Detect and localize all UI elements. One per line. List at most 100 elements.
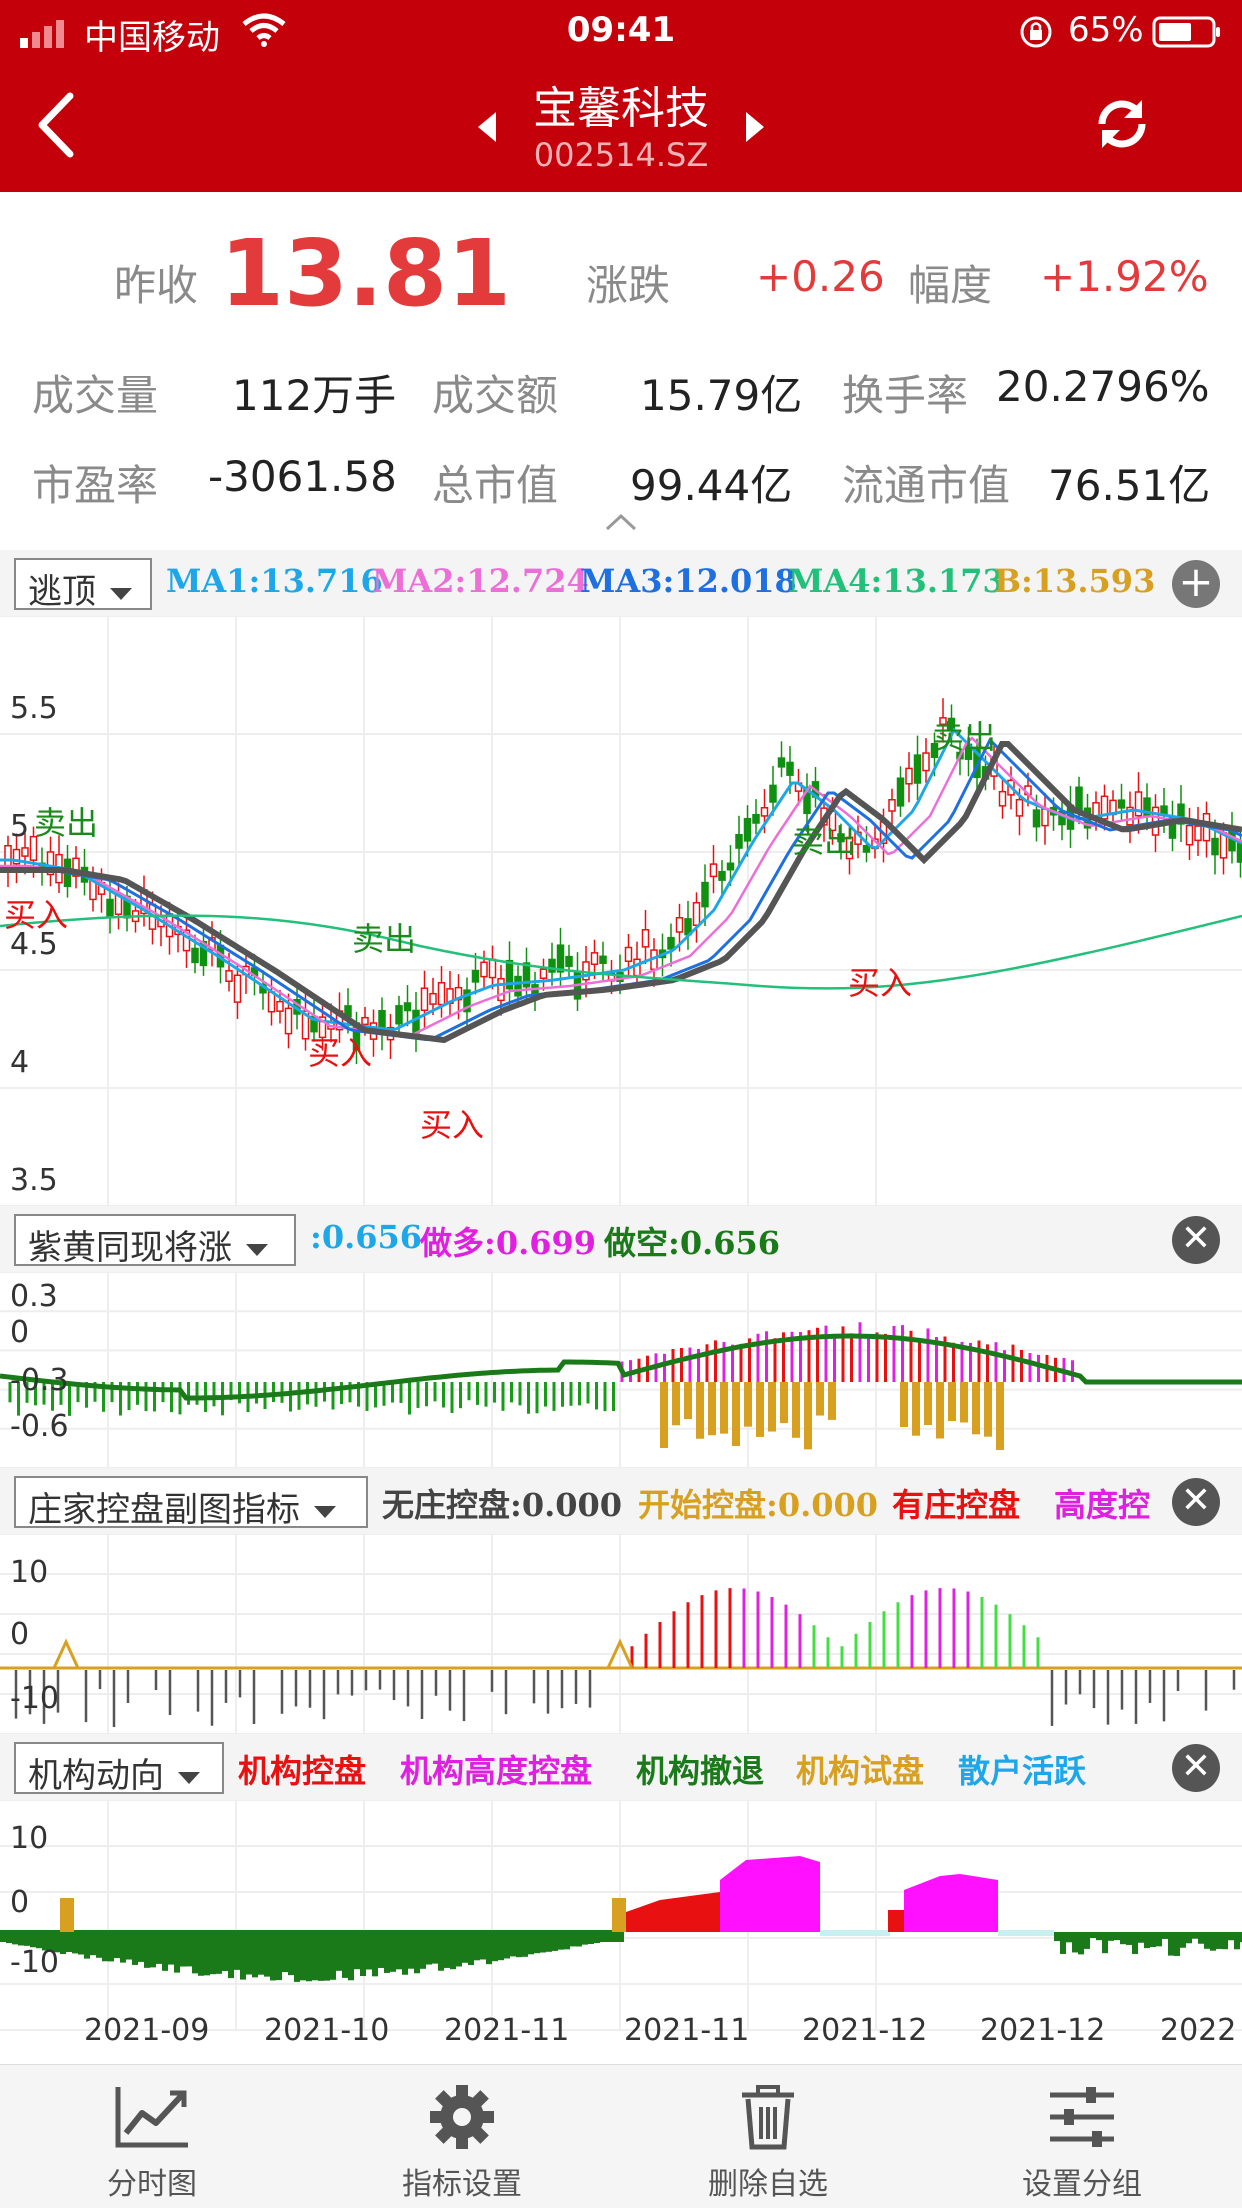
stock-code: 002514.SZ: [533, 136, 709, 174]
panel3-indicator-select[interactable]: 庄家控盘副图指标: [14, 1476, 368, 1530]
panel3-chart: 10 0 -10: [0, 1534, 1242, 1734]
chevron-down-icon: [314, 1505, 336, 1518]
p4-magenta-area: [720, 1856, 820, 1932]
candle-body: [225, 970, 233, 982]
p4-green-bar: [474, 1932, 480, 1961]
nav-timeshare[interactable]: 分时图: [52, 2065, 252, 2208]
p4-green-bar: [420, 1932, 426, 1969]
panel4-indicator-bar: 机构动向 机构控盘 机构高度控盘 机构撤退 机构试盘 散户活跃 ✕: [0, 1734, 1242, 1800]
p4-green-bar: [594, 1932, 600, 1944]
candle-body: [769, 784, 777, 803]
p2-gold-bar: [804, 1382, 812, 1450]
p4-green-bar: [150, 1932, 156, 1968]
panel4-legend-2: 机构撤退: [636, 1752, 765, 1790]
close-panel4-button[interactable]: ✕: [1172, 1744, 1220, 1792]
p4-green-bar: [1102, 1932, 1108, 1954]
candle-body: [888, 799, 896, 812]
candle-body: [182, 929, 191, 952]
collapse-caret-icon[interactable]: [604, 512, 638, 532]
panel4-indicator-select[interactable]: 机构动向: [14, 1742, 224, 1796]
candle-body: [1100, 795, 1109, 820]
p4-green-bar: [354, 1932, 360, 1970]
candle-body: [709, 863, 718, 878]
candle-body: [786, 761, 794, 776]
candle-body: [199, 940, 208, 967]
p2-gold-bar: [960, 1382, 968, 1423]
p4-green-bar: [612, 1932, 618, 1942]
clock: 09:41: [566, 10, 676, 50]
p4-green-bar: [558, 1932, 564, 1950]
candle-body: [633, 958, 641, 977]
main-indicator-select[interactable]: 逃顶: [14, 558, 152, 612]
y-tick: 5: [10, 809, 29, 844]
p4-red-area: [888, 1910, 904, 1932]
nav-group-settings[interactable]: 设置分组: [982, 2065, 1182, 2208]
candle-body: [1211, 837, 1219, 856]
candle-body: [726, 862, 735, 871]
p4-green-bar: [390, 1932, 396, 1972]
candle-body: [624, 946, 633, 962]
p4-green-bar: [1198, 1932, 1204, 1944]
p4-green-bar: [1138, 1932, 1144, 1943]
candle-body: [12, 848, 21, 865]
candle-body: [718, 870, 726, 881]
ma1-line: [0, 727, 1242, 1032]
candle-body: [21, 847, 29, 857]
p4-green-bar: [1120, 1932, 1126, 1945]
nav-timeshare-label: 分时图: [107, 2167, 197, 2202]
candle-body: [480, 961, 488, 978]
p2-gold-bar: [780, 1382, 788, 1424]
p4-green-bar: [456, 1932, 462, 1967]
p4-green-bar: [36, 1932, 42, 1949]
candle-body: [922, 752, 930, 772]
p4-green-bar: [480, 1932, 486, 1960]
p2-gold-bar: [912, 1382, 920, 1436]
signal-label: 卖出: [792, 822, 856, 860]
p4-green-bar: [1216, 1932, 1222, 1949]
nav-indicator-settings[interactable]: 指标设置: [362, 2065, 562, 2208]
refresh-icon[interactable]: [1094, 96, 1150, 152]
p4-green-bar: [462, 1932, 468, 1963]
panel2-indicator-select[interactable]: 紫黄同现将涨: [14, 1214, 296, 1268]
candle-body: [505, 959, 514, 990]
candle-body: [1015, 798, 1024, 817]
back-arrow-icon[interactable]: [34, 90, 78, 160]
p4-green-bar: [438, 1932, 444, 1971]
float-value: 76.51亿: [1048, 461, 1211, 510]
candle-body: [1041, 808, 1049, 827]
candle-body: [998, 790, 1007, 807]
p4-green-bar: [414, 1932, 420, 1974]
candle-body: [267, 991, 276, 1013]
candle-body: [743, 817, 752, 842]
volume-value: 112万手: [232, 371, 397, 420]
candle-body: [667, 936, 675, 950]
p3-marker: [52, 1638, 80, 1669]
p4-green-bar: [90, 1932, 96, 1956]
panel2-legend-short: 做空:0.656: [604, 1224, 781, 1262]
prev-stock-icon[interactable]: [476, 110, 498, 144]
p4-green-bar: [294, 1932, 300, 1982]
next-stock-icon[interactable]: [744, 110, 766, 144]
p4-green-bar: [162, 1932, 168, 1971]
nav-delete-watch[interactable]: 删除自选: [668, 2065, 868, 2208]
p4-green-bar: [132, 1932, 138, 1965]
p4-green-bar: [1132, 1932, 1138, 1954]
p4-green-bar: [120, 1932, 126, 1963]
y-tick: -0.6: [10, 1409, 69, 1444]
close-panel2-button[interactable]: ✕: [1172, 1216, 1220, 1264]
candle-body: [233, 974, 242, 1003]
p4-green-bar: [324, 1932, 330, 1981]
candle-body: [46, 851, 55, 876]
p4-green-bar: [396, 1932, 402, 1970]
p4-green-bar: [216, 1932, 222, 1974]
p2-gold-bar: [732, 1382, 740, 1446]
p4-cyan-band: [820, 1930, 890, 1936]
close-panel3-button[interactable]: ✕: [1172, 1478, 1220, 1526]
candle-body: [1117, 799, 1126, 809]
status-bar: 中国移动 09:41 65%: [0, 0, 1242, 62]
add-indicator-button[interactable]: +: [1172, 560, 1220, 608]
panel3-legend-control: 有庄控盘: [892, 1486, 1021, 1524]
p4-green-bar: [342, 1932, 348, 1978]
chevron-down-icon: [246, 1243, 268, 1256]
